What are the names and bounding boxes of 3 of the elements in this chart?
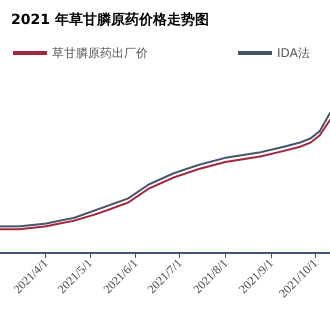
legend-label: 草甘膦原药出厂价 [52, 46, 148, 60]
legend-label: IDA法 [277, 46, 310, 60]
chart-title: 2021 年草甘膦原药价格走势图 [11, 12, 209, 28]
